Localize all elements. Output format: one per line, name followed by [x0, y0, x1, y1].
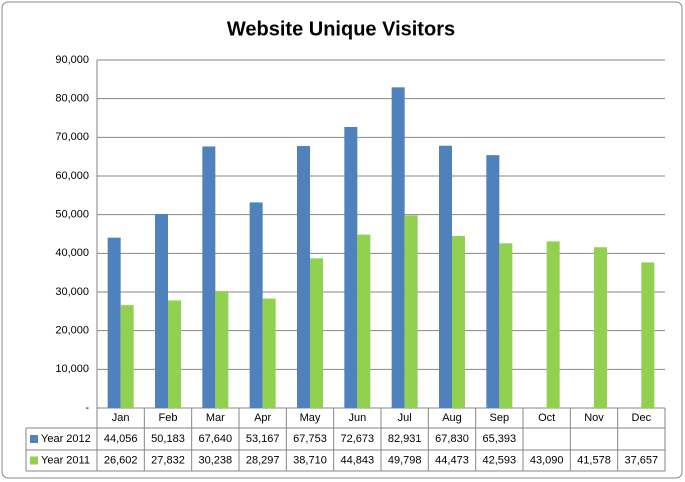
bar: [404, 215, 418, 408]
table-value: 82,931: [388, 433, 422, 445]
y-tick-label: 20,000: [55, 325, 89, 337]
bar: [499, 243, 513, 408]
x-tick-label: Apr: [254, 412, 271, 424]
chart-title: Website Unique Visitors: [227, 18, 455, 40]
table-value: 43,090: [530, 454, 564, 466]
bar: [249, 202, 263, 408]
table-value: 72,673: [341, 433, 375, 445]
bar: [357, 234, 371, 408]
table-value: 27,832: [151, 454, 185, 466]
y-tick-label: 80,000: [55, 93, 89, 105]
x-tick-label: Mar: [206, 412, 225, 424]
bar: [215, 291, 229, 408]
table-value: 67,640: [199, 433, 233, 445]
table-value: 38,710: [293, 454, 327, 466]
table-value: 41,578: [577, 454, 611, 466]
y-tick-label: 70,000: [55, 131, 89, 143]
table-value: 67,753: [293, 433, 327, 445]
y-tick-label: 50,000: [55, 209, 89, 221]
y-tick-label: 40,000: [55, 247, 89, 259]
bar: [107, 237, 121, 408]
x-tick-label: Nov: [584, 412, 604, 424]
bar: [310, 258, 323, 408]
bar: [120, 305, 134, 408]
x-tick-label: Aug: [442, 412, 462, 424]
bar: [546, 241, 560, 408]
bar: [439, 145, 452, 408]
bar: [344, 126, 358, 408]
bar: [168, 300, 181, 408]
x-tick-label: Sep: [490, 412, 510, 424]
table-value: 28,297: [246, 454, 280, 466]
bar: [486, 155, 500, 408]
table-value: 44,056: [104, 433, 138, 445]
table-value: 65,393: [483, 433, 517, 445]
y-tick-label: 30,000: [55, 286, 89, 298]
x-tick-label: May: [300, 412, 321, 424]
x-tick-label: Jun: [348, 412, 366, 424]
y-tick-label: 10,000: [55, 363, 89, 375]
y-tick-label: -: [85, 402, 89, 414]
bar: [297, 146, 310, 408]
table-value: 37,657: [625, 454, 659, 466]
legend-label: Year 2012: [41, 433, 91, 445]
y-tick-label: 90,000: [55, 54, 89, 66]
table-value: 53,167: [246, 433, 280, 445]
legend-key: [30, 435, 38, 443]
x-tick-label: Jul: [398, 412, 412, 424]
table-value: 49,798: [388, 454, 422, 466]
table-value: 44,473: [435, 454, 469, 466]
bar: [262, 298, 276, 408]
table-value: 26,602: [104, 454, 138, 466]
bar: [391, 87, 405, 408]
bar: [452, 236, 465, 408]
x-tick-label: Dec: [632, 412, 652, 424]
bar: [155, 213, 168, 408]
legend-label: Year 2011: [41, 454, 90, 466]
bar: [202, 146, 216, 408]
table-value: 67,830: [435, 433, 469, 445]
bar: [641, 262, 655, 408]
x-tick-label: Oct: [538, 412, 555, 424]
table-value: 30,238: [199, 454, 233, 466]
table-value: 42,593: [483, 454, 517, 466]
legend-key: [30, 456, 38, 465]
x-tick-label: Jan: [112, 412, 130, 424]
table-value: 50,183: [151, 433, 185, 445]
x-tick-label: Feb: [159, 412, 178, 424]
y-tick-label: 60,000: [55, 170, 89, 182]
bar: [594, 247, 607, 408]
table-value: 44,843: [341, 454, 375, 466]
